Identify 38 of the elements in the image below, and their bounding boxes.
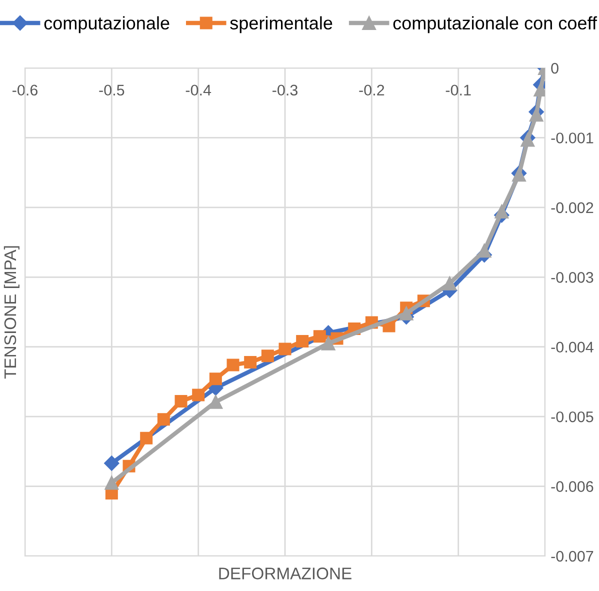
point (208, 394, 223, 409)
x-axis-title: DEFORMAZIONE (219, 568, 352, 580)
x-tick-label: -0.3 (272, 84, 298, 96)
y-tick-label: -0.002 (551, 202, 594, 214)
point (192, 388, 205, 402)
x-tick-label: -0.1 (446, 84, 471, 96)
point (244, 356, 257, 368)
point (261, 350, 274, 362)
y-tick-label: -0.001 (551, 132, 594, 144)
y-tick-label: -0.005 (551, 411, 594, 422)
x-tick-label: -0.4 (186, 84, 212, 96)
legend-label: computazionale (44, 16, 170, 34)
y-tick-label: -0.007 (551, 550, 594, 562)
point (174, 394, 188, 408)
legend-label: computazionale con coeff (393, 16, 598, 34)
y-tick-label: 0 (551, 62, 558, 74)
point (529, 108, 544, 122)
y-tick-label: -0.006 (551, 481, 594, 492)
x-tick-label: -0.5 (99, 84, 124, 96)
point (157, 413, 170, 426)
point (209, 372, 222, 386)
legend-label: sperimentale (230, 16, 332, 34)
point (296, 335, 309, 348)
point (321, 336, 336, 350)
x-tick-label: -0.6 (12, 84, 38, 96)
point (104, 476, 119, 490)
point (226, 358, 240, 372)
point (278, 342, 292, 356)
point (399, 306, 414, 320)
x-tick-label: -0.2 (359, 84, 384, 96)
point (494, 204, 509, 219)
y-tick-label: -0.003 (551, 272, 594, 283)
point (442, 276, 457, 290)
point (313, 330, 326, 343)
y-tick-label: -0.004 (551, 342, 594, 353)
point (104, 456, 120, 471)
point (140, 432, 153, 444)
y-axis-title: TENSIONE [MPA] (4, 246, 20, 379)
